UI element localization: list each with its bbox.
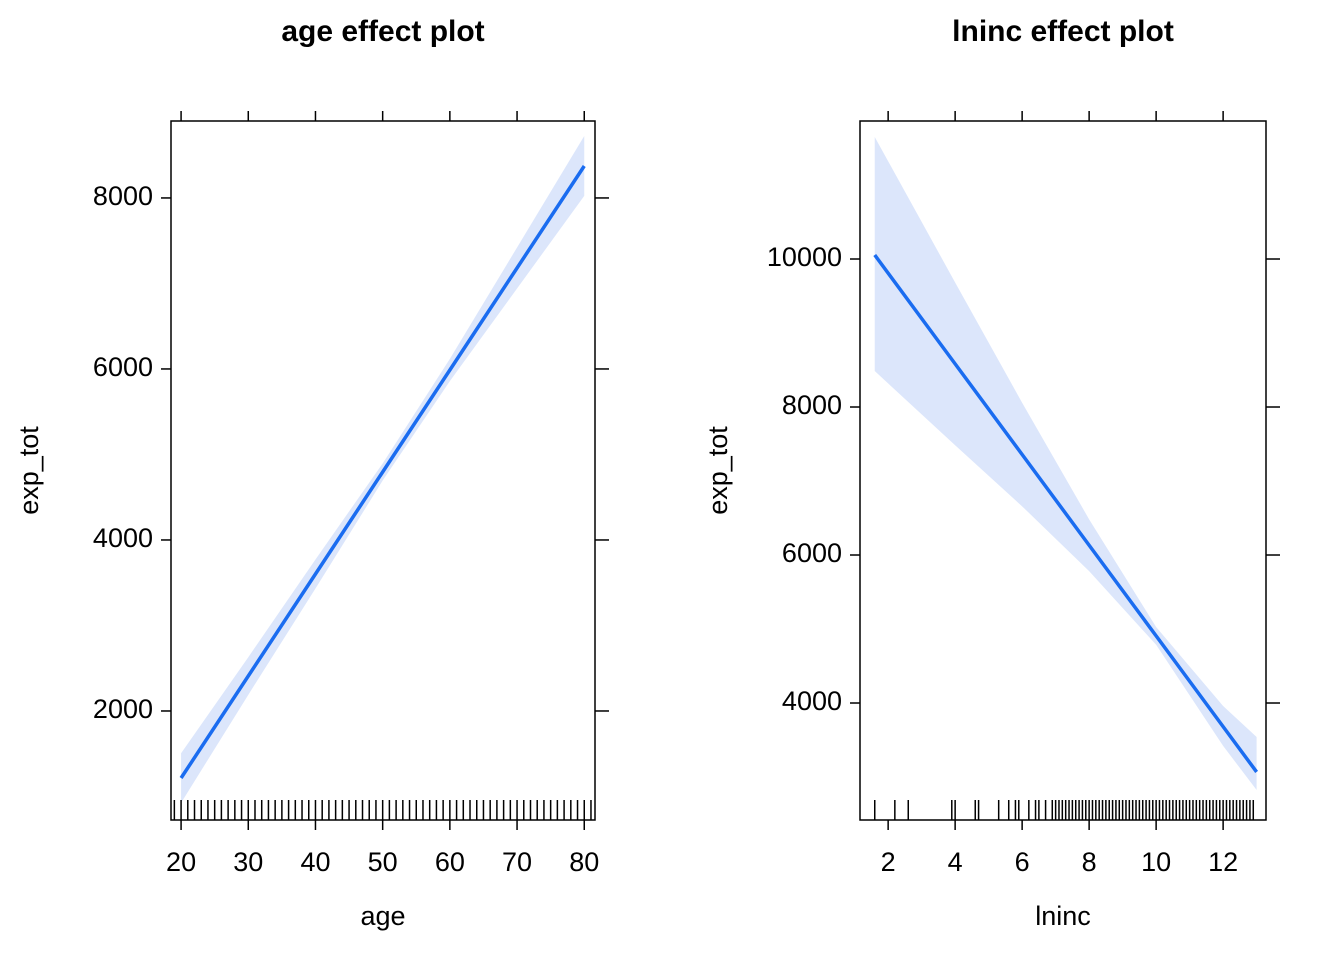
y-tick-label: 4000 — [782, 686, 842, 716]
chart-title: age effect plot — [281, 15, 484, 48]
x-tick-label: 60 — [435, 847, 465, 877]
x-tick-label: 2 — [881, 847, 896, 877]
x-axis-label: lninc — [1035, 901, 1091, 931]
x-tick-label: 80 — [569, 847, 599, 877]
x-tick-label: 20 — [166, 847, 196, 877]
y-axis-label: exp_tot — [14, 426, 44, 515]
x-tick-label: 12 — [1208, 847, 1238, 877]
x-tick-label: 70 — [502, 847, 532, 877]
y-tick-label: 4000 — [93, 523, 153, 553]
y-tick-label: 6000 — [782, 538, 842, 568]
plot-frame — [859, 120, 1267, 821]
effect-line — [873, 253, 1259, 774]
x-tick-label: 10 — [1141, 847, 1171, 877]
effect-line — [179, 165, 586, 779]
x-tick-label: 50 — [368, 847, 398, 877]
x-axis-label: age — [360, 901, 405, 931]
y-tick-label: 8000 — [782, 390, 842, 420]
x-tick-label: 6 — [1015, 847, 1030, 877]
x-tick-label: 40 — [300, 847, 330, 877]
y-tick-label: 6000 — [93, 352, 153, 382]
x-tick-label: 30 — [233, 847, 263, 877]
x-tick-label: 4 — [948, 847, 963, 877]
y-tick-label: 2000 — [93, 694, 153, 724]
y-tick-label: 10000 — [767, 242, 842, 272]
y-tick-label: 8000 — [93, 181, 153, 211]
chart-title: lninc effect plot — [952, 15, 1174, 48]
x-tick-label: 8 — [1082, 847, 1097, 877]
y-axis-label: exp_tot — [703, 426, 733, 515]
confidence-band — [874, 136, 1257, 791]
